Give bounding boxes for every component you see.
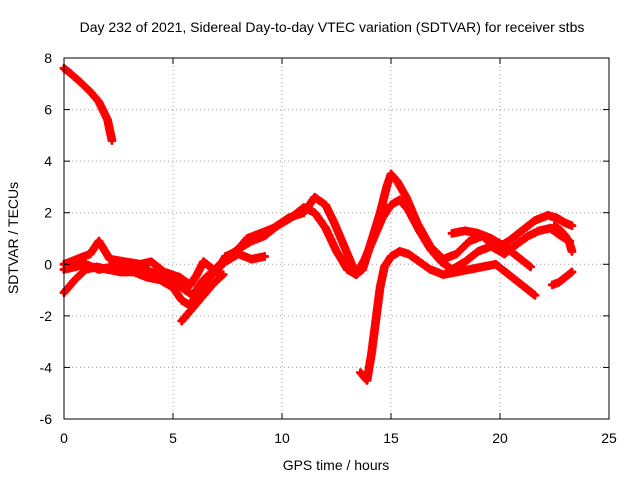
x-tick-label: 10 bbox=[274, 430, 290, 446]
y-tick-label: 4 bbox=[44, 153, 52, 169]
y-tick-label: 0 bbox=[44, 256, 52, 272]
y-tick-label: -4 bbox=[40, 359, 53, 375]
y-tick-label: -2 bbox=[40, 308, 53, 324]
ticks: 0 5 10 15 20 25 -6 -4 -2 0 2 4 6 8 bbox=[40, 50, 617, 446]
series-s9 bbox=[550, 221, 577, 256]
series-s6 bbox=[355, 246, 540, 385]
x-tick-label: 15 bbox=[383, 430, 399, 446]
x-axis-label: GPS time / hours bbox=[283, 457, 390, 473]
x-tick-label: 0 bbox=[60, 430, 68, 446]
series-group bbox=[59, 63, 577, 385]
series-s1 bbox=[59, 63, 117, 146]
x-tick-label: 25 bbox=[601, 430, 617, 446]
grid bbox=[64, 58, 609, 419]
series-s3 bbox=[59, 195, 575, 300]
series-s8 bbox=[547, 267, 577, 290]
x-tick-label: 20 bbox=[492, 430, 508, 446]
chart-title: Day 232 of 2021, Sidereal Day-to-day VTE… bbox=[80, 19, 585, 35]
y-tick-label: 6 bbox=[44, 102, 52, 118]
y-axis-label: SDTVAR / TECUs bbox=[5, 182, 21, 294]
series-s7 bbox=[447, 226, 536, 272]
series-s4 bbox=[59, 249, 270, 311]
plot-frame bbox=[63, 57, 610, 420]
series-s5 bbox=[177, 270, 228, 326]
y-tick-label: 2 bbox=[44, 205, 52, 221]
y-tick-label: -6 bbox=[40, 411, 53, 427]
x-tick-label: 5 bbox=[169, 430, 177, 446]
y-tick-label: 8 bbox=[44, 50, 52, 66]
